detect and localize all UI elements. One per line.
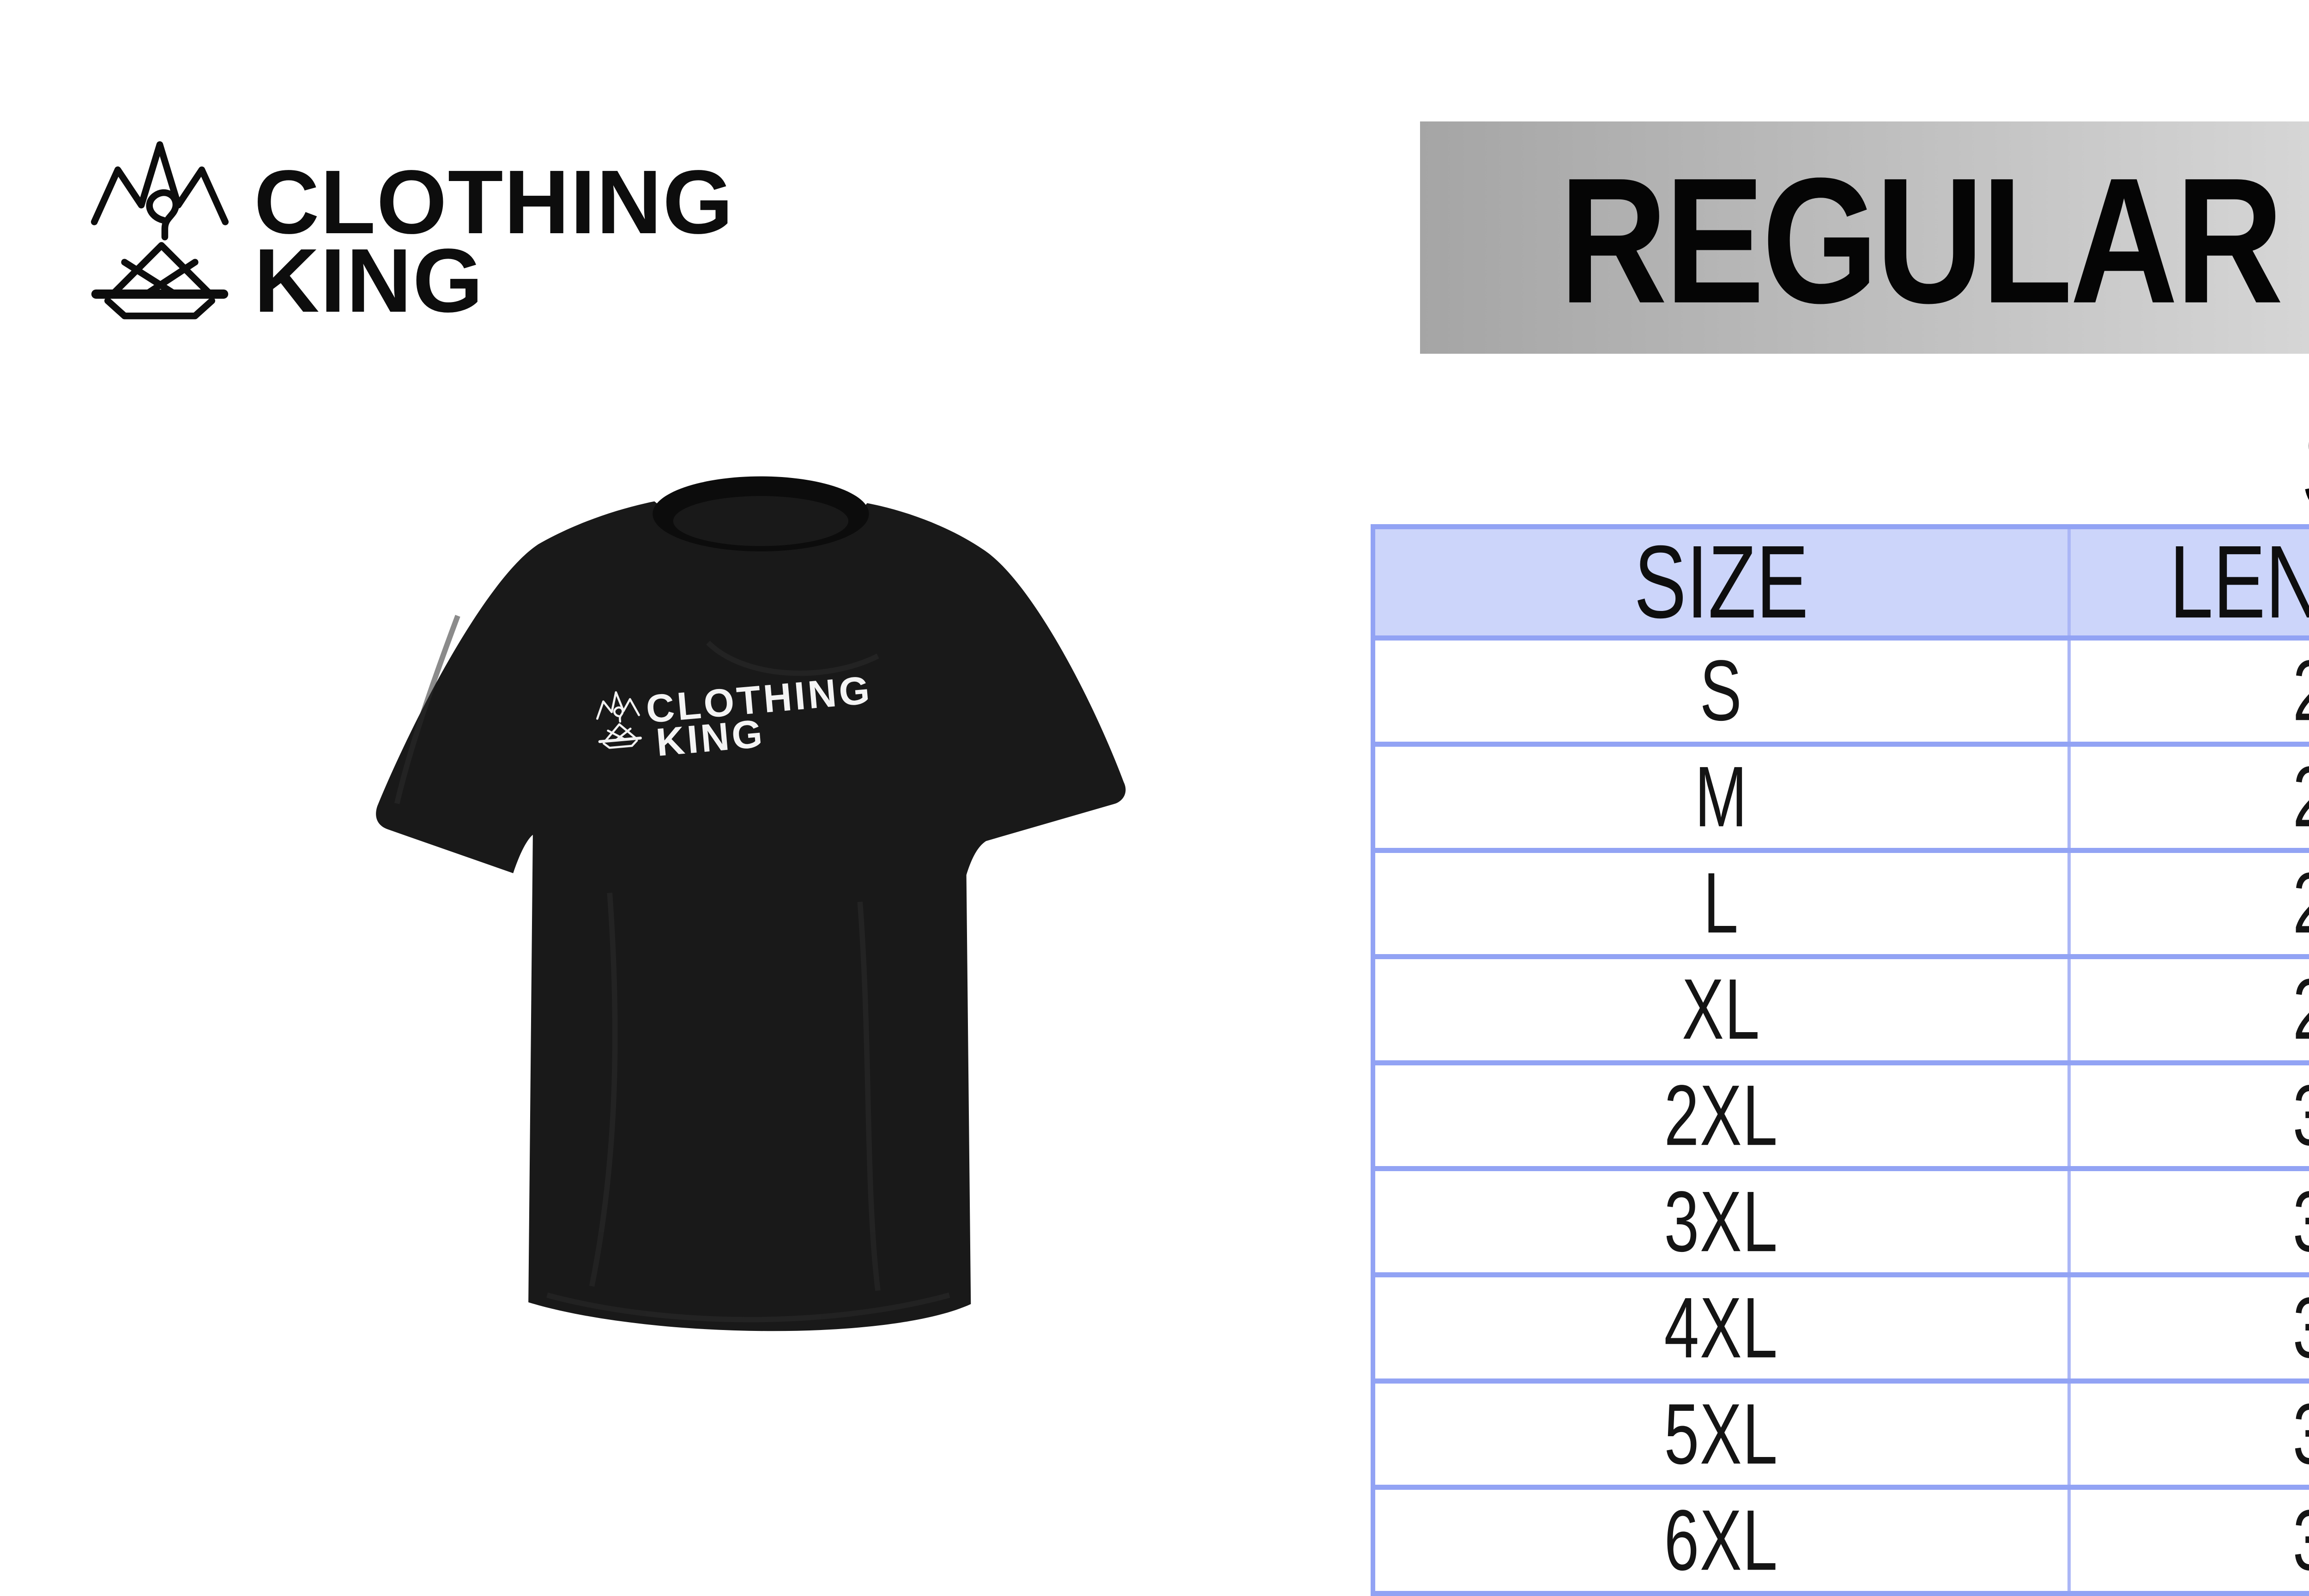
banner-title: REGULAR T-SHIRT bbox=[1559, 140, 2309, 340]
length-cell: 29 bbox=[2067, 954, 2309, 1065]
size-table-row: 6XL 33 56 bbox=[1371, 1485, 2309, 1596]
tshirt-print-line2: KING bbox=[654, 712, 767, 765]
length-cell: 28 bbox=[2067, 847, 2309, 959]
product-banner: REGULAR T-SHIRT bbox=[1420, 121, 2309, 354]
size-chart-heading: SIZE CHART bbox=[2302, 400, 2309, 533]
tshirt-image: CLOTHING KING bbox=[376, 476, 1126, 1331]
column-header-length: LENGTH bbox=[2067, 524, 2309, 641]
length-cell: 27 bbox=[2067, 741, 2309, 853]
size-table-row: M 27 40 bbox=[1371, 741, 2309, 853]
size-table-row: S 26 38 bbox=[1371, 635, 2309, 747]
length-cell: 33 bbox=[2067, 1485, 2309, 1596]
brand-name-line2: KING bbox=[254, 230, 484, 331]
length-cell: 32 bbox=[2067, 1272, 2309, 1384]
size-cell: L bbox=[1371, 847, 2071, 959]
length-cell: 31 bbox=[2067, 1166, 2309, 1278]
column-header-size: SIZE bbox=[1371, 524, 2071, 641]
size-table-row: 2XL 30 46 bbox=[1371, 1060, 2309, 1172]
size-cell: M bbox=[1371, 741, 2071, 853]
size-cell: XL bbox=[1371, 954, 2071, 1065]
length-cell: 30 bbox=[2067, 1060, 2309, 1172]
size-cell: 4XL bbox=[1371, 1272, 2071, 1384]
size-table-row: 5XL 32 52 bbox=[1371, 1378, 2309, 1490]
size-cell: 2XL bbox=[1371, 1060, 2071, 1172]
length-cell: 32 bbox=[2067, 1378, 2309, 1490]
size-cell: 5XL bbox=[1371, 1378, 2071, 1490]
size-cell: 3XL bbox=[1371, 1166, 2071, 1278]
size-table-row: L 28 42 bbox=[1371, 847, 2309, 959]
size-cell: S bbox=[1371, 635, 2071, 747]
size-chart-table: SIZE LENGTH CHEST S 26 38 M 27 40 L 28 4… bbox=[1371, 524, 2309, 1596]
brand-name: CLOTHING KING bbox=[254, 151, 734, 331]
brand-name-line1: CLOTHING bbox=[254, 151, 734, 253]
size-table-row: 3XL 31 48 bbox=[1371, 1166, 2309, 1278]
size-table-row: 4XL 32 50 bbox=[1371, 1272, 2309, 1384]
tshirt-body bbox=[376, 501, 1126, 1331]
size-table-header-row: SIZE LENGTH CHEST bbox=[1371, 524, 2309, 641]
fabric-wrinkles bbox=[394, 615, 950, 1323]
brand-logo: CLOTHING KING bbox=[74, 136, 734, 331]
size-table-body: S 26 38 M 27 40 L 28 42 XL 29 44 2XL 30 … bbox=[1371, 635, 2309, 1596]
size-table-row: XL 29 44 bbox=[1371, 954, 2309, 1065]
length-cell: 26 bbox=[2067, 635, 2309, 747]
size-cell: 6XL bbox=[1371, 1485, 2071, 1596]
crown-hanger-icon bbox=[74, 136, 246, 321]
